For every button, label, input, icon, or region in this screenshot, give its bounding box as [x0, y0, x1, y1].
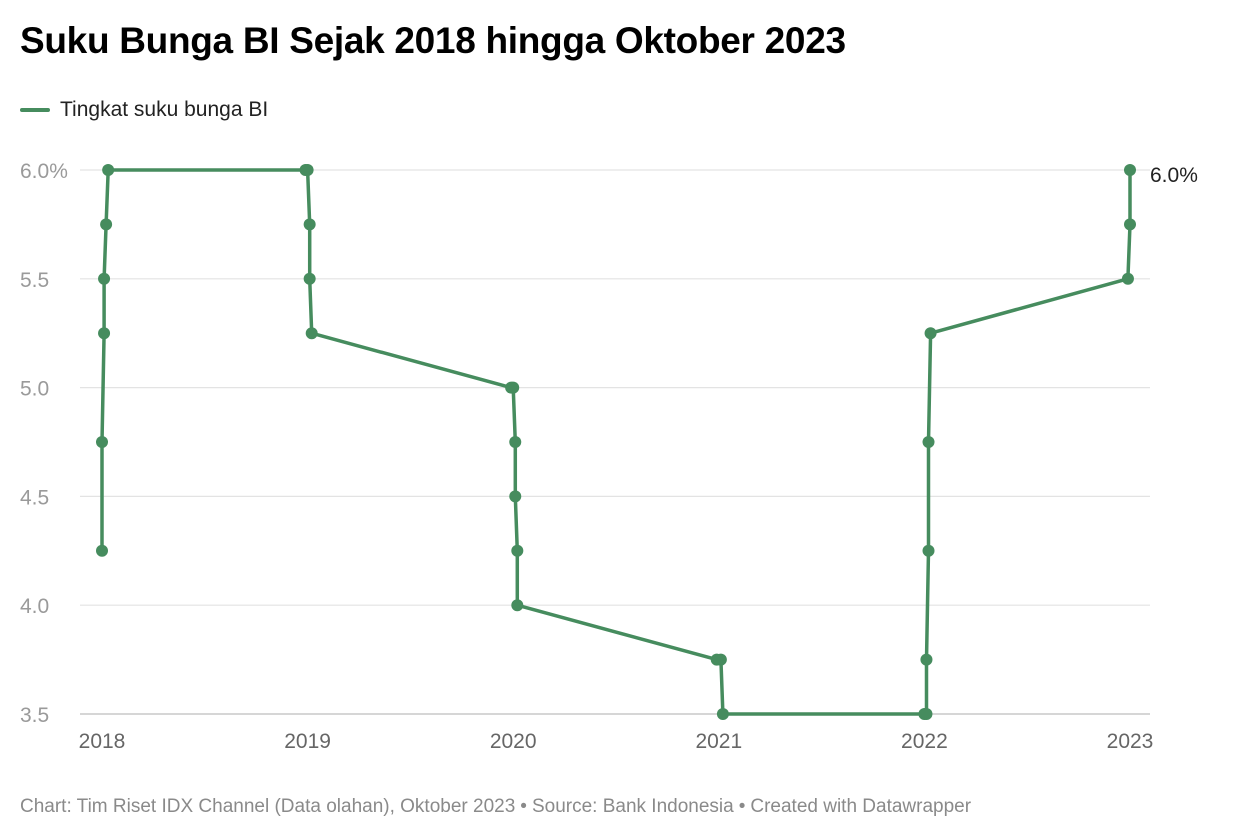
chart-footer: Chart: Tim Riset IDX Channel (Data olaha… [20, 796, 971, 818]
series-layer [96, 164, 1136, 720]
x-tick-label: 2018 [79, 730, 126, 753]
y-tick-label: 5.5 [20, 269, 49, 292]
data-point [511, 599, 524, 612]
legend-swatch [20, 108, 50, 112]
y-tick-label: 6.0% [20, 160, 68, 183]
legend: Tingkat suku bunga BI [20, 98, 268, 122]
y-tick-label: 4.0 [20, 595, 49, 618]
data-point [920, 708, 933, 720]
footer-separator: • [738, 796, 746, 817]
annotation-layer: 6.0% [1150, 164, 1198, 187]
y-tick-label: 4.5 [20, 486, 49, 509]
series-line [100, 168, 1132, 716]
data-point [305, 327, 318, 340]
footer-source: Source: Bank Indonesia [531, 796, 734, 817]
data-point [303, 272, 316, 285]
x-tick-label: 2019 [284, 730, 331, 753]
footer-tool: Created with Datawrapper [750, 796, 972, 817]
y-axis-ticks: 3.5 4.0 4.5 5.0 5.5 6.0% [20, 160, 68, 727]
line-chart: 3.5 4.0 4.5 5.0 5.5 6.0% 2018 2019 2020 2021 2022… [20, 160, 1198, 753]
chart-title: Suku Bunga BI Sejak 2018 hingga Oktober … [20, 20, 846, 61]
x-tick-label: 2020 [490, 730, 537, 753]
data-point [1121, 272, 1134, 285]
data-point [509, 436, 522, 448]
data-point [96, 544, 108, 557]
data-point [1124, 218, 1136, 231]
data-point [1124, 164, 1136, 176]
data-point [98, 327, 111, 340]
x-tick-label: 2023 [1107, 730, 1154, 753]
data-point [98, 272, 111, 285]
y-tick-label: 5.0 [20, 378, 49, 401]
data-point [716, 708, 729, 720]
data-label: 6.0% [1150, 164, 1198, 187]
data-point [100, 218, 113, 231]
data-point [507, 381, 520, 394]
data-point [303, 218, 316, 231]
data-point [924, 327, 937, 340]
data-point [922, 544, 935, 557]
legend-label: Tingkat suku bunga BI [60, 98, 269, 121]
footer-separator: • [520, 796, 527, 817]
data-point [96, 436, 108, 448]
data-point [509, 490, 522, 503]
x-tick-label: 2022 [901, 730, 948, 753]
data-point [714, 653, 727, 666]
data-point [301, 164, 314, 176]
data-point [922, 436, 935, 448]
y-tick-label: 3.5 [20, 704, 49, 727]
data-point [511, 544, 524, 557]
data-point [102, 164, 115, 176]
footer-credit: Chart: Tim Riset IDX Channel (Data olaha… [20, 796, 516, 817]
x-tick-label: 2021 [695, 730, 742, 753]
x-axis-ticks: 2018 2019 2020 2021 2022 2023 [79, 730, 1154, 753]
data-point [920, 653, 933, 666]
